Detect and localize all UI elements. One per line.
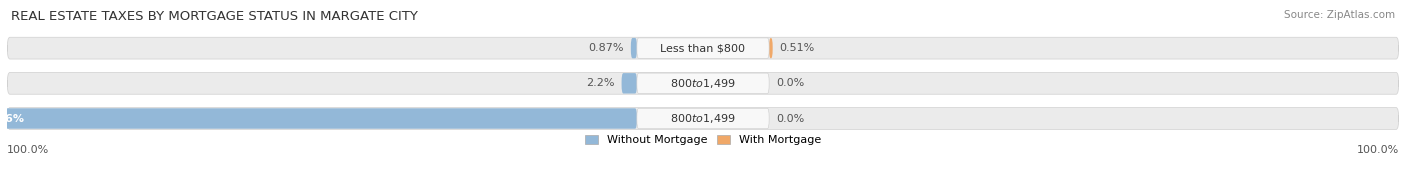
Text: 0.0%: 0.0% xyxy=(776,78,804,88)
FancyBboxPatch shape xyxy=(769,38,773,58)
FancyBboxPatch shape xyxy=(7,72,1399,94)
Text: 96.6%: 96.6% xyxy=(0,113,24,123)
FancyBboxPatch shape xyxy=(637,38,769,58)
Text: 0.87%: 0.87% xyxy=(588,43,624,53)
FancyBboxPatch shape xyxy=(631,38,637,58)
Text: 0.51%: 0.51% xyxy=(779,43,815,53)
Text: $800 to $1,499: $800 to $1,499 xyxy=(671,77,735,90)
Text: $800 to $1,499: $800 to $1,499 xyxy=(671,112,735,125)
Text: REAL ESTATE TAXES BY MORTGAGE STATUS IN MARGATE CITY: REAL ESTATE TAXES BY MORTGAGE STATUS IN … xyxy=(11,10,418,23)
Text: Source: ZipAtlas.com: Source: ZipAtlas.com xyxy=(1284,10,1395,20)
Text: 0.0%: 0.0% xyxy=(776,113,804,123)
Legend: Without Mortgage, With Mortgage: Without Mortgage, With Mortgage xyxy=(585,135,821,145)
FancyBboxPatch shape xyxy=(7,37,1399,59)
FancyBboxPatch shape xyxy=(621,73,637,93)
Text: 2.2%: 2.2% xyxy=(586,78,614,88)
FancyBboxPatch shape xyxy=(7,108,1399,129)
FancyBboxPatch shape xyxy=(637,73,769,93)
FancyBboxPatch shape xyxy=(637,108,769,129)
Text: 100.0%: 100.0% xyxy=(7,145,49,155)
Text: Less than $800: Less than $800 xyxy=(661,43,745,53)
Text: 100.0%: 100.0% xyxy=(1357,145,1399,155)
FancyBboxPatch shape xyxy=(0,108,637,129)
